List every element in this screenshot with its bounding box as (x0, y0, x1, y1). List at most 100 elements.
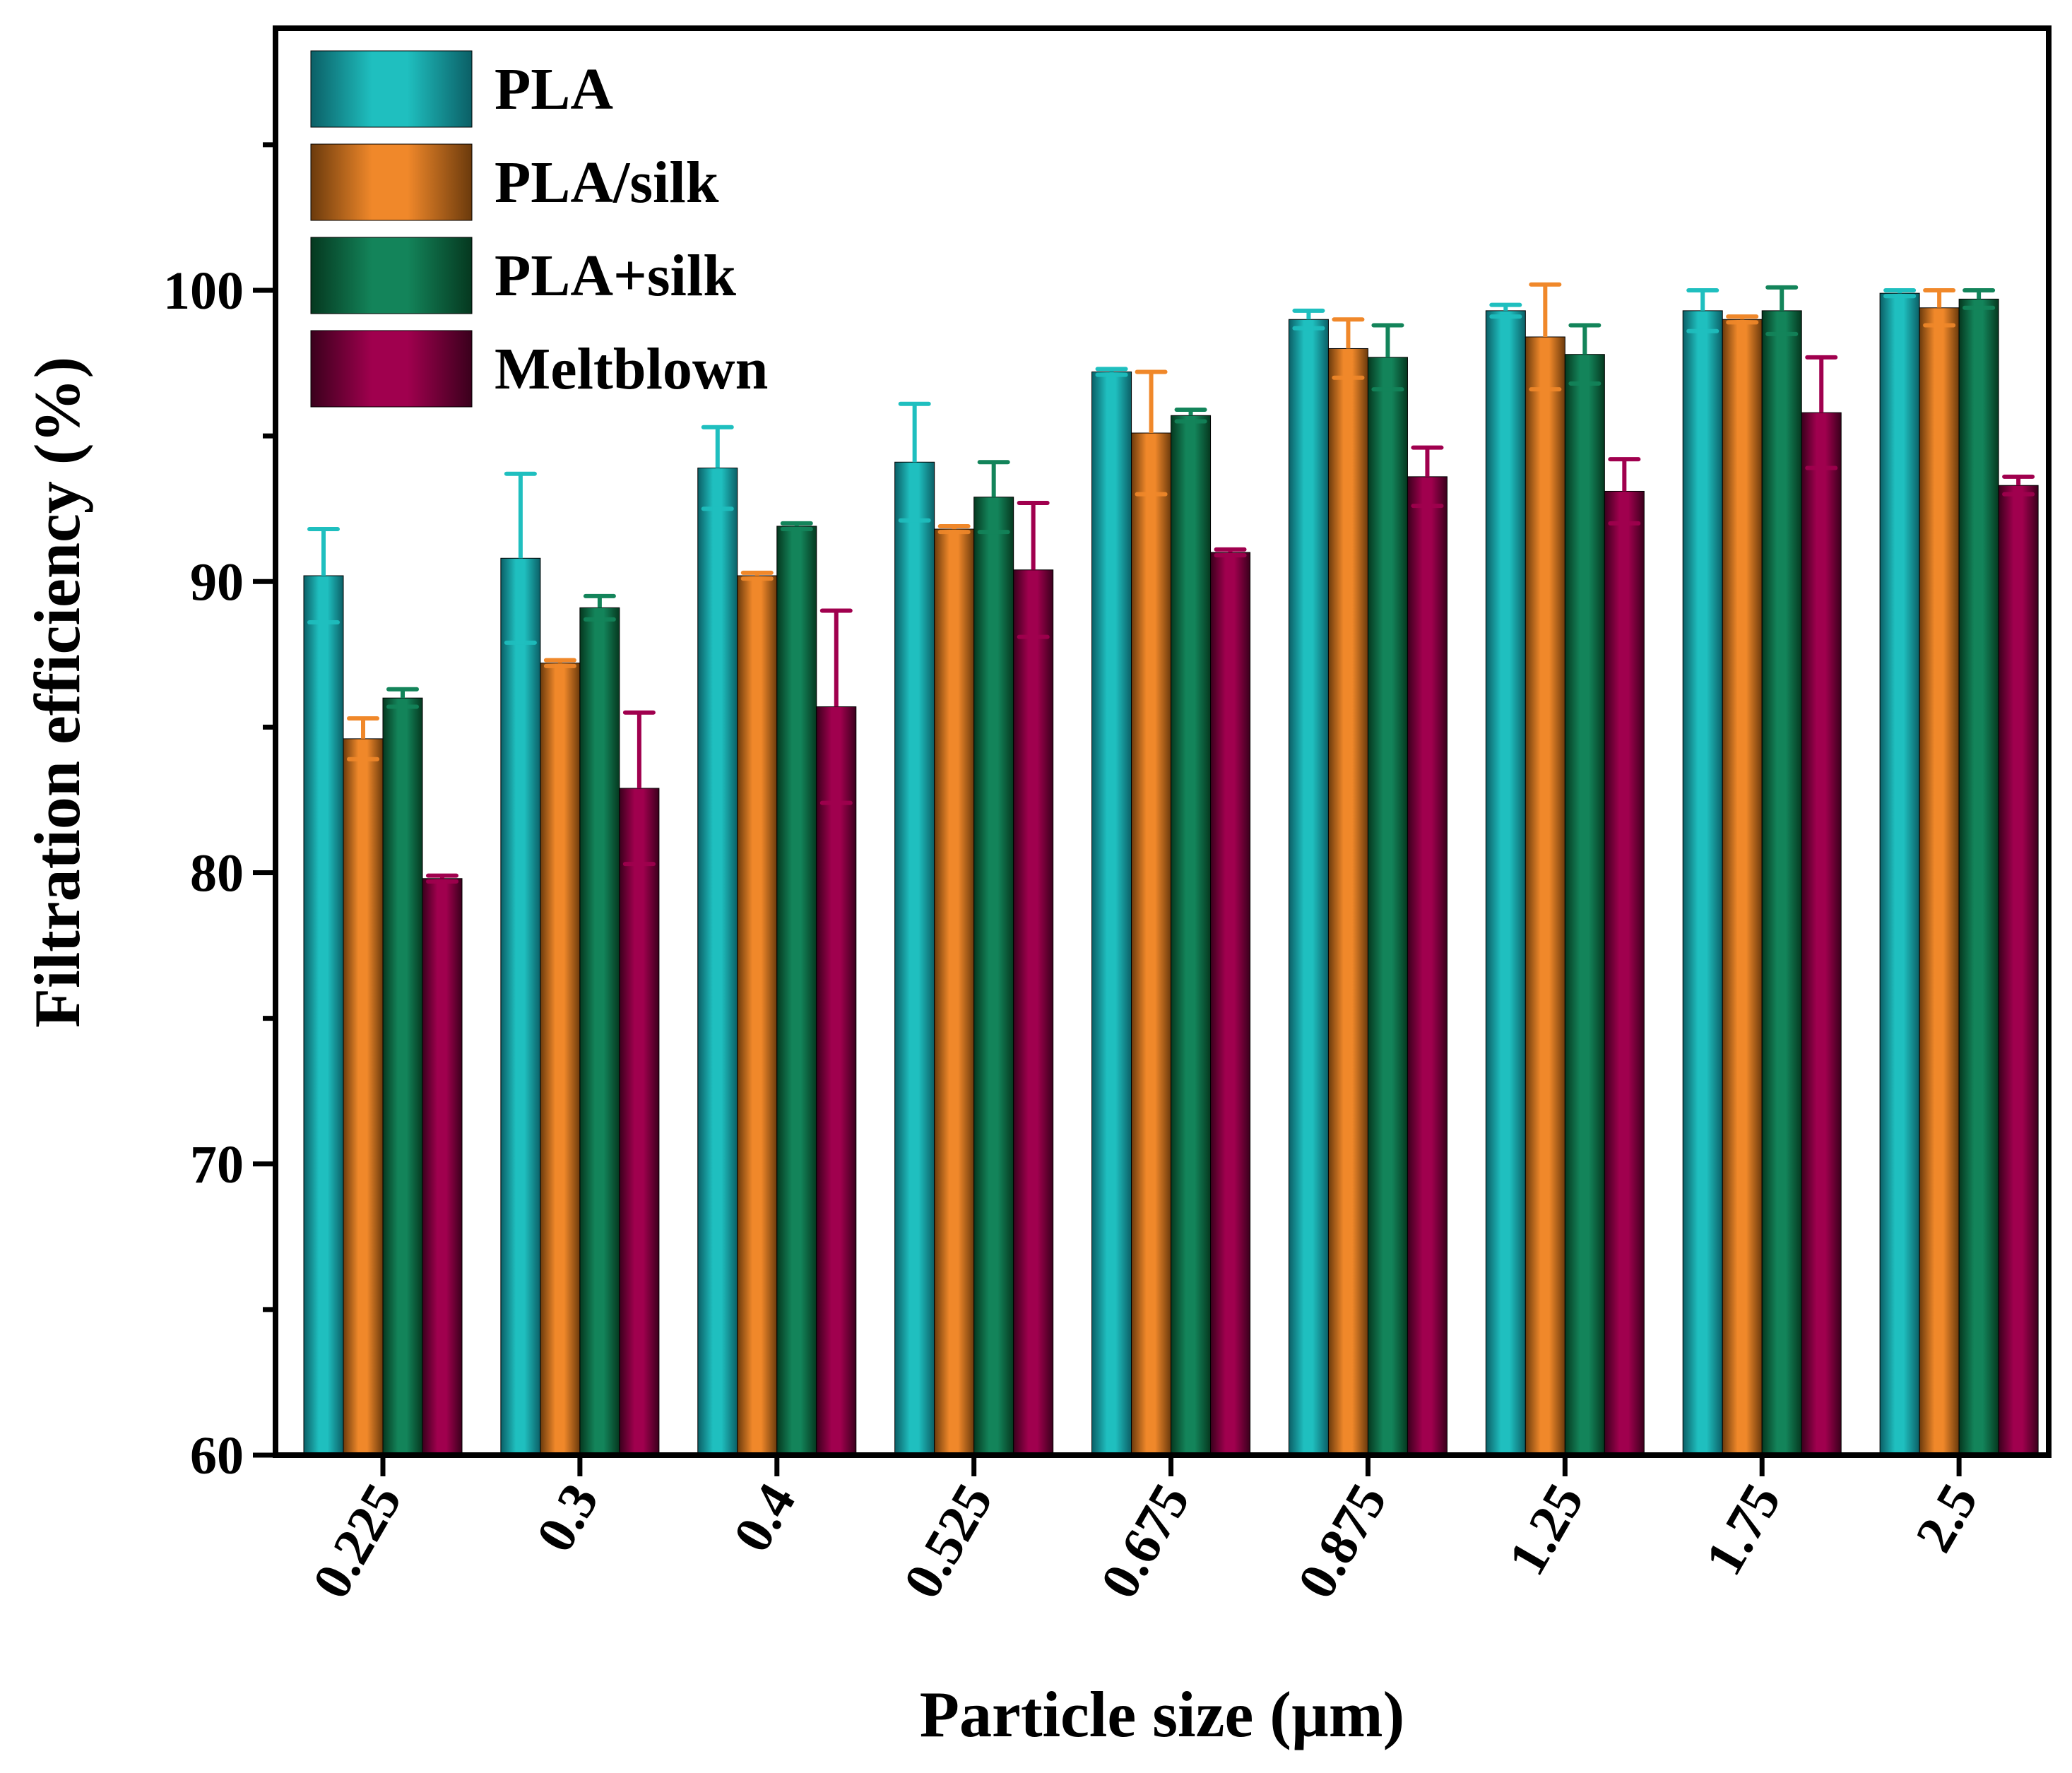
error-bar-meltblown-0.525 (1017, 500, 1050, 639)
bar-pla-silk-1.75 (1761, 310, 1802, 1456)
error-bar-meltblown-0.875 (1411, 445, 1444, 509)
x-tick-label: 0.675 (1089, 1474, 1201, 1608)
error-bar-pla-silk-0.675 (1135, 369, 1168, 497)
bar-pla-0.4 (697, 467, 738, 1456)
bar-pla-silk-0.875 (1327, 348, 1368, 1456)
bar-meltblown-0.525 (1013, 569, 1054, 1456)
legend-swatch (310, 143, 473, 221)
bar-pla-silk-0.875 (1367, 357, 1408, 1456)
legend-item-pla: PLA (310, 50, 613, 128)
error-bar-meltblown-0.675 (1214, 547, 1247, 558)
bar-pla-silk-0.225 (343, 738, 384, 1456)
error-bar-pla-silk-0.4 (780, 521, 813, 532)
error-bar-meltblown-0.4 (819, 608, 853, 805)
plot-frame (273, 25, 2052, 1458)
bar-pla-silk-0.3 (579, 607, 620, 1456)
error-bar-meltblown-1.75 (1805, 355, 1838, 470)
bar-pla-silk-1.75 (1722, 319, 1763, 1456)
bar-meltblown-0.4 (816, 706, 857, 1456)
bar-pla-silk-0.4 (737, 575, 778, 1456)
error-bar-pla-silk-0.225 (347, 716, 379, 761)
bar-pla-1.75 (1682, 310, 1723, 1456)
y-tick-label: 60 (190, 1426, 244, 1486)
legend-label: Meltblown (495, 336, 768, 402)
bar-pla-silk-0.3 (540, 663, 581, 1456)
x-tick-label: 0.4 (722, 1474, 807, 1562)
error-bar-pla-silk-0.225 (386, 687, 419, 709)
error-bar-pla-silk-0.3 (543, 658, 576, 668)
bar-pla-silk-1.25 (1564, 354, 1605, 1456)
y-tick-label: 80 (190, 844, 244, 903)
x-tick-label: 0.225 (301, 1474, 413, 1608)
bar-pla-silk-1.25 (1525, 336, 1565, 1456)
legend-label: PLA/silk (495, 150, 719, 215)
legend-item-meltblown: Meltblown (310, 330, 768, 408)
bar-pla-silk-0.525 (973, 497, 1014, 1456)
error-bar-pla-silk-0.4 (740, 570, 774, 581)
bar-pla-0.525 (894, 461, 935, 1456)
legend-label: PLA (495, 57, 613, 122)
bar-meltblown-0.675 (1210, 552, 1251, 1456)
bar-pla-silk-0.525 (934, 528, 975, 1456)
error-bar-pla-silk-1.25 (1568, 323, 1602, 386)
bar-meltblown-0.225 (422, 878, 463, 1456)
error-bar-pla-1.75 (1686, 288, 1719, 333)
legend-swatch (310, 330, 473, 408)
y-tick-label: 100 (163, 261, 244, 321)
x-tick-label: 1.25 (1497, 1474, 1595, 1585)
error-bar-pla-silk-0.675 (1174, 408, 1207, 424)
legend-label: PLA+silk (495, 243, 736, 309)
bar-pla-0.225 (303, 575, 344, 1456)
bar-pla-1.25 (1485, 310, 1526, 1456)
bar-pla-silk-2.5 (1958, 298, 1999, 1456)
error-bar-pla-0.225 (307, 527, 340, 624)
x-axis-title: Particle size (µm) (920, 1678, 1404, 1750)
bar-meltblown-1.75 (1801, 412, 1842, 1456)
x-axis: 0.225 0.3 0.4 0.525 0.675 0.875 1.25 1.75 2.5 (301, 1455, 1989, 1608)
bar-pla-silk-2.5 (1919, 307, 1960, 1456)
error-bar-pla-silk-1.75 (1726, 314, 1759, 325)
error-bar-pla-0.3 (504, 471, 537, 645)
error-bar-pla-silk-0.3 (583, 593, 616, 622)
error-bar-pla-0.875 (1292, 308, 1325, 331)
x-tick-label: 0.3 (525, 1474, 610, 1562)
error-bar-pla-silk-0.525 (937, 523, 971, 535)
bar-meltblown-1.25 (1604, 490, 1645, 1456)
x-tick-label: 0.525 (892, 1474, 1004, 1608)
bar-meltblown-0.3 (619, 788, 660, 1456)
error-bar-pla-silk-2.5 (1923, 288, 1956, 328)
error-bar-pla-0.675 (1095, 367, 1128, 377)
bar-pla-0.3 (500, 557, 541, 1456)
x-tick-label: 0.875 (1286, 1474, 1398, 1608)
y-tick-label: 90 (190, 552, 244, 612)
error-bar-pla-silk-0.525 (977, 460, 1010, 535)
error-bars-layer (307, 282, 2035, 884)
error-bar-pla-silk-1.75 (1765, 285, 1799, 336)
y-axis: 60 70 80 90 100 (163, 142, 276, 1486)
bar-meltblown-0.875 (1407, 476, 1448, 1456)
error-bar-pla-silk-2.5 (1963, 288, 1996, 310)
bar-pla-silk-0.225 (382, 697, 423, 1456)
error-bar-pla-2.5 (1883, 288, 1917, 299)
legend-swatch (310, 50, 473, 128)
bar-pla-0.875 (1288, 319, 1329, 1456)
legend: PLA PLA/silk PLA+silk Meltblown (310, 50, 768, 408)
bar-pla-silk-0.4 (776, 526, 817, 1456)
error-bar-meltblown-2.5 (2002, 474, 2035, 497)
error-bar-pla-silk-0.875 (1332, 317, 1365, 380)
y-axis-title: Filtration efficiency (%) (21, 357, 93, 1028)
legend-swatch (310, 237, 473, 314)
bar-pla-0.675 (1091, 371, 1132, 1456)
x-tick-label: 2.5 (1905, 1474, 1989, 1562)
x-tick-label: 1.75 (1694, 1474, 1792, 1585)
y-tick-label: 70 (190, 1135, 244, 1194)
error-bar-pla-silk-1.25 (1529, 282, 1562, 392)
legend-item-pla-silk: PLA+silk (310, 237, 736, 314)
bar-meltblown-2.5 (1998, 485, 2039, 1456)
bar-pla-2.5 (1879, 292, 1920, 1456)
legend-item-pla-silk: PLA/silk (310, 143, 719, 221)
error-bar-meltblown-0.3 (622, 710, 656, 867)
bar-pla-silk-0.675 (1131, 432, 1172, 1456)
bar-pla-silk-0.675 (1171, 415, 1212, 1456)
